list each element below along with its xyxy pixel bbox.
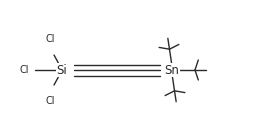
Text: Cl: Cl — [20, 65, 29, 75]
Text: Si: Si — [57, 64, 67, 76]
Text: Cl: Cl — [45, 34, 55, 44]
Text: Sn: Sn — [165, 64, 180, 76]
Text: Cl: Cl — [45, 96, 55, 106]
